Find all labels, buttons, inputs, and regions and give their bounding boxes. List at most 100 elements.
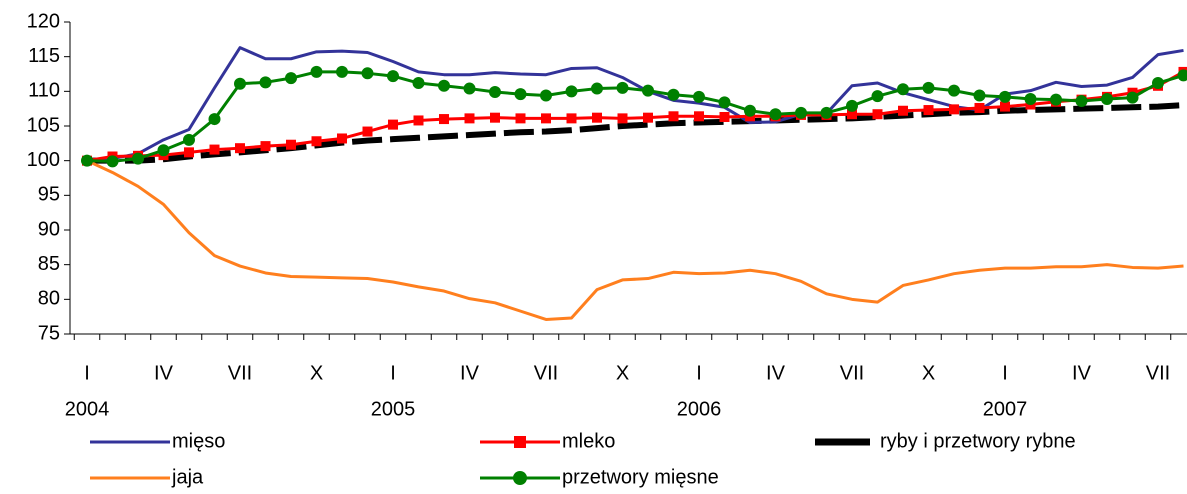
x-tick-label: VII xyxy=(534,362,558,384)
y-tick-label: 115 xyxy=(28,45,60,67)
year-label: 2006 xyxy=(677,398,722,420)
x-tick-label: IV xyxy=(460,362,480,384)
marker xyxy=(847,109,857,120)
marker xyxy=(694,111,704,122)
marker xyxy=(234,77,246,90)
marker xyxy=(336,65,348,78)
marker xyxy=(285,72,297,85)
year-label: 2005 xyxy=(371,398,416,420)
y-tick-label: 90 xyxy=(38,218,60,240)
marker xyxy=(1075,95,1088,108)
marker xyxy=(643,112,653,123)
marker xyxy=(591,82,603,95)
marker xyxy=(439,114,449,125)
marker xyxy=(183,133,195,146)
legend-label: jaja xyxy=(171,466,204,488)
year-label: 2007 xyxy=(983,398,1028,420)
marker xyxy=(1177,69,1187,82)
y-tick-label: 105 xyxy=(27,114,60,136)
y-tick-label: 100 xyxy=(27,149,60,171)
marker xyxy=(361,67,374,80)
marker xyxy=(514,88,527,101)
y-tick-label: 95 xyxy=(38,184,60,206)
marker xyxy=(719,111,730,122)
marker xyxy=(566,113,577,124)
marker xyxy=(490,112,500,123)
marker xyxy=(81,154,93,167)
marker xyxy=(1000,101,1010,112)
marker xyxy=(388,119,398,130)
x-tick-label: IV xyxy=(154,362,174,384)
x-tick-label: I xyxy=(696,362,702,384)
y-tick-label: 80 xyxy=(38,288,60,310)
marker xyxy=(1050,93,1062,106)
marker xyxy=(769,108,782,121)
series-line xyxy=(86,159,1184,321)
marker xyxy=(617,113,628,124)
marker xyxy=(337,133,347,144)
marker xyxy=(592,112,602,123)
marker xyxy=(642,84,654,97)
x-tick-label: X xyxy=(310,362,323,384)
marker xyxy=(565,85,578,98)
marker xyxy=(106,155,119,168)
marker xyxy=(157,144,170,157)
marker xyxy=(464,113,475,124)
marker xyxy=(515,113,526,124)
marker xyxy=(871,90,884,103)
marker xyxy=(693,90,705,103)
marker xyxy=(1126,91,1139,104)
year-label: 2004 xyxy=(65,398,110,420)
marker xyxy=(438,79,450,92)
y-tick-label: 120 xyxy=(27,10,60,32)
marker xyxy=(387,70,399,83)
marker xyxy=(463,82,476,95)
marker xyxy=(541,113,551,124)
marker xyxy=(667,88,680,101)
marker xyxy=(948,84,960,97)
marker xyxy=(259,76,272,89)
marker xyxy=(489,86,501,99)
legend-label: przetwory mięsne xyxy=(562,466,719,488)
marker xyxy=(260,141,271,152)
marker xyxy=(362,126,373,137)
marker xyxy=(1152,77,1164,90)
x-tick-label: I xyxy=(1002,362,1008,384)
x-tick-label: VII xyxy=(228,362,252,384)
marker xyxy=(310,65,323,78)
marker xyxy=(540,89,552,102)
marker xyxy=(744,104,756,117)
marker xyxy=(973,89,986,102)
x-tick-label: X xyxy=(922,362,935,384)
marker xyxy=(209,144,220,155)
marker xyxy=(311,136,322,147)
marker xyxy=(413,115,424,126)
y-tick-label: 85 xyxy=(38,253,60,275)
marker xyxy=(949,104,959,115)
marker xyxy=(795,106,807,119)
x-tick-label: I xyxy=(390,362,396,384)
marker xyxy=(616,81,629,94)
marker xyxy=(718,96,731,109)
legend-label: mięso xyxy=(172,430,225,452)
y-tick-label: 110 xyxy=(28,80,60,102)
marker xyxy=(235,143,245,154)
marker xyxy=(846,99,858,112)
legend-label: mleko xyxy=(562,430,615,452)
marker xyxy=(286,139,296,150)
marker xyxy=(922,81,935,94)
marker xyxy=(974,102,985,113)
x-tick-label: VII xyxy=(840,362,864,384)
x-tick-label: IV xyxy=(766,362,786,384)
legend-marker xyxy=(514,436,526,448)
y-tick-label: 75 xyxy=(38,322,60,344)
marker xyxy=(132,152,144,165)
marker xyxy=(898,105,908,116)
marker xyxy=(668,111,679,122)
legend-label: ryby i przetwory rybne xyxy=(880,430,1076,452)
x-tick-label: IV xyxy=(1072,362,1092,384)
marker xyxy=(872,109,883,120)
legend-marker xyxy=(513,471,527,485)
marker xyxy=(999,90,1011,103)
